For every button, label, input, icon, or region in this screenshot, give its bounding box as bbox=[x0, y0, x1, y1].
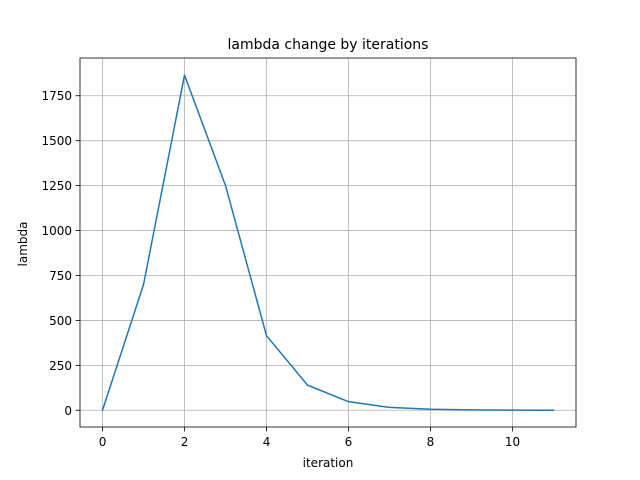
y-tick-label: 750 bbox=[49, 269, 72, 283]
y-tick-label: 1750 bbox=[41, 89, 72, 103]
x-tick-label: 6 bbox=[345, 435, 353, 449]
y-tick-label: 500 bbox=[49, 314, 72, 328]
y-tick-label: 1500 bbox=[41, 134, 72, 148]
series-line bbox=[101, 74, 555, 412]
x-tick-label: 0 bbox=[99, 435, 107, 449]
x-tick-label: 2 bbox=[181, 435, 189, 449]
x-tick-label: 4 bbox=[263, 435, 271, 449]
y-axis-label: lambda bbox=[16, 222, 30, 267]
y-axis-ticks: 0 250 500 750 1000 1250 1500 1750 bbox=[41, 89, 80, 418]
chart-title: lambda change by iterations bbox=[228, 37, 429, 53]
x-axis-label: iteration bbox=[303, 456, 354, 470]
y-tick-label: 1000 bbox=[41, 224, 72, 238]
x-tick-label: 10 bbox=[505, 435, 520, 449]
y-tick-label: 250 bbox=[49, 359, 72, 373]
x-tick-label: 8 bbox=[427, 435, 435, 449]
x-axis-ticks: 0 2 4 6 8 10 bbox=[99, 427, 520, 449]
y-tick-label: 0 bbox=[64, 404, 72, 418]
plot-area-frame bbox=[79, 57, 577, 428]
y-tick-label: 1250 bbox=[41, 179, 72, 193]
